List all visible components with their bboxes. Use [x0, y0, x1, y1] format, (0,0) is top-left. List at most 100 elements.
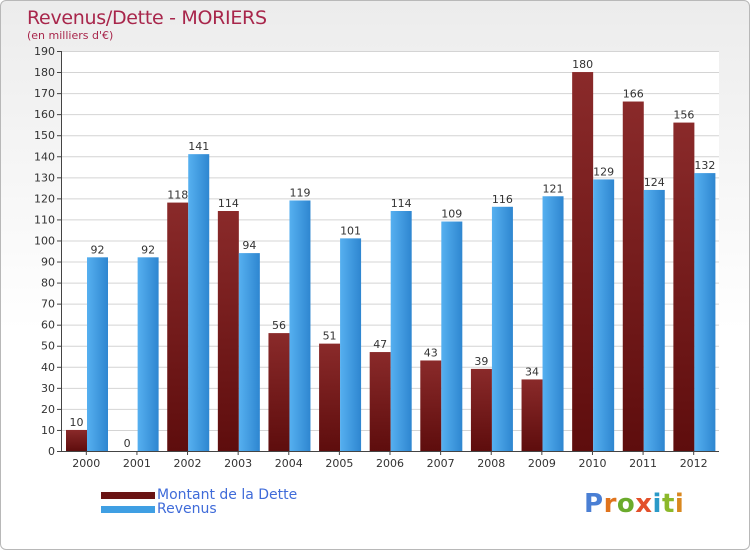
y-tick-label: 190	[34, 45, 55, 58]
bar-dette	[521, 379, 543, 451]
y-tick-label: 90	[41, 256, 55, 269]
data-label: 94	[242, 239, 256, 252]
bar-revenus	[289, 200, 311, 451]
y-tick-label: 50	[41, 340, 55, 353]
bar-revenus	[340, 238, 362, 451]
logo-letter: x	[635, 489, 653, 519]
x-tick-label: 2003	[224, 457, 252, 470]
x-tick-label: 2009	[528, 457, 556, 470]
bar-revenus	[542, 196, 564, 451]
y-tick-label: 30	[41, 382, 55, 395]
bar-dette	[420, 360, 442, 451]
data-label: 109	[441, 208, 462, 221]
logo-letter: i	[652, 489, 662, 519]
data-label: 118	[167, 189, 188, 202]
bar-revenus	[87, 257, 108, 451]
x-tick-label: 2006	[376, 457, 404, 470]
y-tick-label: 10	[41, 424, 55, 437]
proxiti-logo: Proxiti	[584, 489, 684, 519]
logo-letter: P	[584, 489, 604, 519]
axis-layer: 0102030405060708090100110120130140150160…	[34, 45, 719, 470]
y-tick-label: 40	[41, 361, 55, 374]
bar-dette	[268, 333, 290, 451]
x-tick-label: 2007	[427, 457, 455, 470]
bar-revenus	[694, 173, 716, 451]
bar-revenus	[390, 211, 412, 451]
bar-revenus	[643, 189, 665, 451]
data-label: 156	[673, 109, 694, 122]
y-tick-label: 120	[34, 192, 55, 205]
bar-revenus	[491, 206, 513, 451]
logo-letter: o	[616, 489, 636, 519]
data-label: 180	[572, 58, 593, 71]
data-label: 124	[644, 176, 665, 189]
x-tick-label: 2004	[275, 457, 303, 470]
bar-dette	[167, 202, 189, 451]
data-label: 132	[694, 159, 715, 172]
bar-dette	[470, 368, 492, 451]
logo-letter: r	[603, 489, 617, 519]
bar-dette	[622, 101, 644, 452]
bar-revenus	[137, 257, 159, 451]
x-tick-label: 2002	[174, 457, 202, 470]
bar-revenus	[238, 253, 260, 451]
legend: Montant de la Dette Revenus	[101, 488, 297, 516]
data-label: 92	[91, 243, 105, 256]
data-label: 34	[525, 365, 539, 378]
x-tick-label: 2010	[578, 457, 606, 470]
y-tick-label: 140	[34, 150, 55, 163]
y-tick-label: 110	[34, 213, 55, 226]
data-label: 43	[424, 346, 438, 359]
logo-letter: i	[674, 489, 685, 519]
x-tick-label: 2001	[123, 457, 151, 470]
chart-subtitle: (en milliers d'€)	[27, 29, 114, 42]
data-label: 141	[188, 140, 209, 153]
y-tick-label: 160	[34, 108, 55, 121]
bar-revenus	[441, 221, 463, 451]
y-tick-label: 100	[34, 234, 55, 247]
data-label: 119	[289, 186, 310, 199]
bars-layer: 10 92 0 92 118 141 114 94 56 119 51 101 47 114 43 109 39…	[66, 58, 716, 452]
bar-dette	[217, 211, 239, 451]
x-tick-label: 2000	[72, 457, 100, 470]
y-tick-label: 70	[41, 298, 55, 311]
chart-title: Revenus/Dette - MORIERS	[27, 7, 267, 29]
bar-dette	[66, 429, 87, 451]
data-label: 101	[340, 224, 361, 237]
bar-revenus	[593, 179, 615, 451]
data-label: 56	[272, 319, 286, 332]
bar-dette	[319, 343, 341, 451]
logo-letter: t	[661, 489, 675, 519]
data-label: 92	[141, 243, 155, 256]
data-label: 114	[391, 197, 412, 210]
y-tick-label: 20	[41, 403, 55, 416]
legend-label-dette: Montant de la Dette	[157, 487, 298, 503]
x-tick-label: 2005	[325, 457, 353, 470]
data-label: 10	[70, 416, 84, 429]
legend-label-revenus: Revenus	[157, 501, 217, 517]
y-tick-label: 80	[41, 277, 55, 290]
y-tick-label: 170	[34, 87, 55, 100]
data-label: 0	[124, 437, 131, 450]
legend-swatch-revenus	[101, 505, 155, 513]
legend-swatch-dette	[101, 491, 155, 499]
x-tick-label: 2008	[477, 457, 505, 470]
legend-item-dette: Montant de la Dette	[101, 488, 297, 502]
bar-dette	[673, 122, 695, 451]
y-tick-label: 0	[48, 445, 55, 458]
data-label: 39	[474, 355, 488, 368]
y-tick-label: 180	[34, 66, 55, 79]
bar-dette	[572, 72, 594, 451]
data-label: 114	[218, 197, 239, 210]
bar-revenus	[188, 154, 210, 451]
legend-item-revenus: Revenus	[101, 502, 297, 516]
data-label: 51	[323, 330, 337, 343]
data-label: 166	[623, 88, 644, 101]
bar-dette	[369, 352, 391, 451]
data-label: 129	[593, 165, 614, 178]
data-label: 116	[492, 193, 513, 206]
x-tick-label: 2011	[629, 457, 657, 470]
data-label: 47	[373, 338, 387, 351]
